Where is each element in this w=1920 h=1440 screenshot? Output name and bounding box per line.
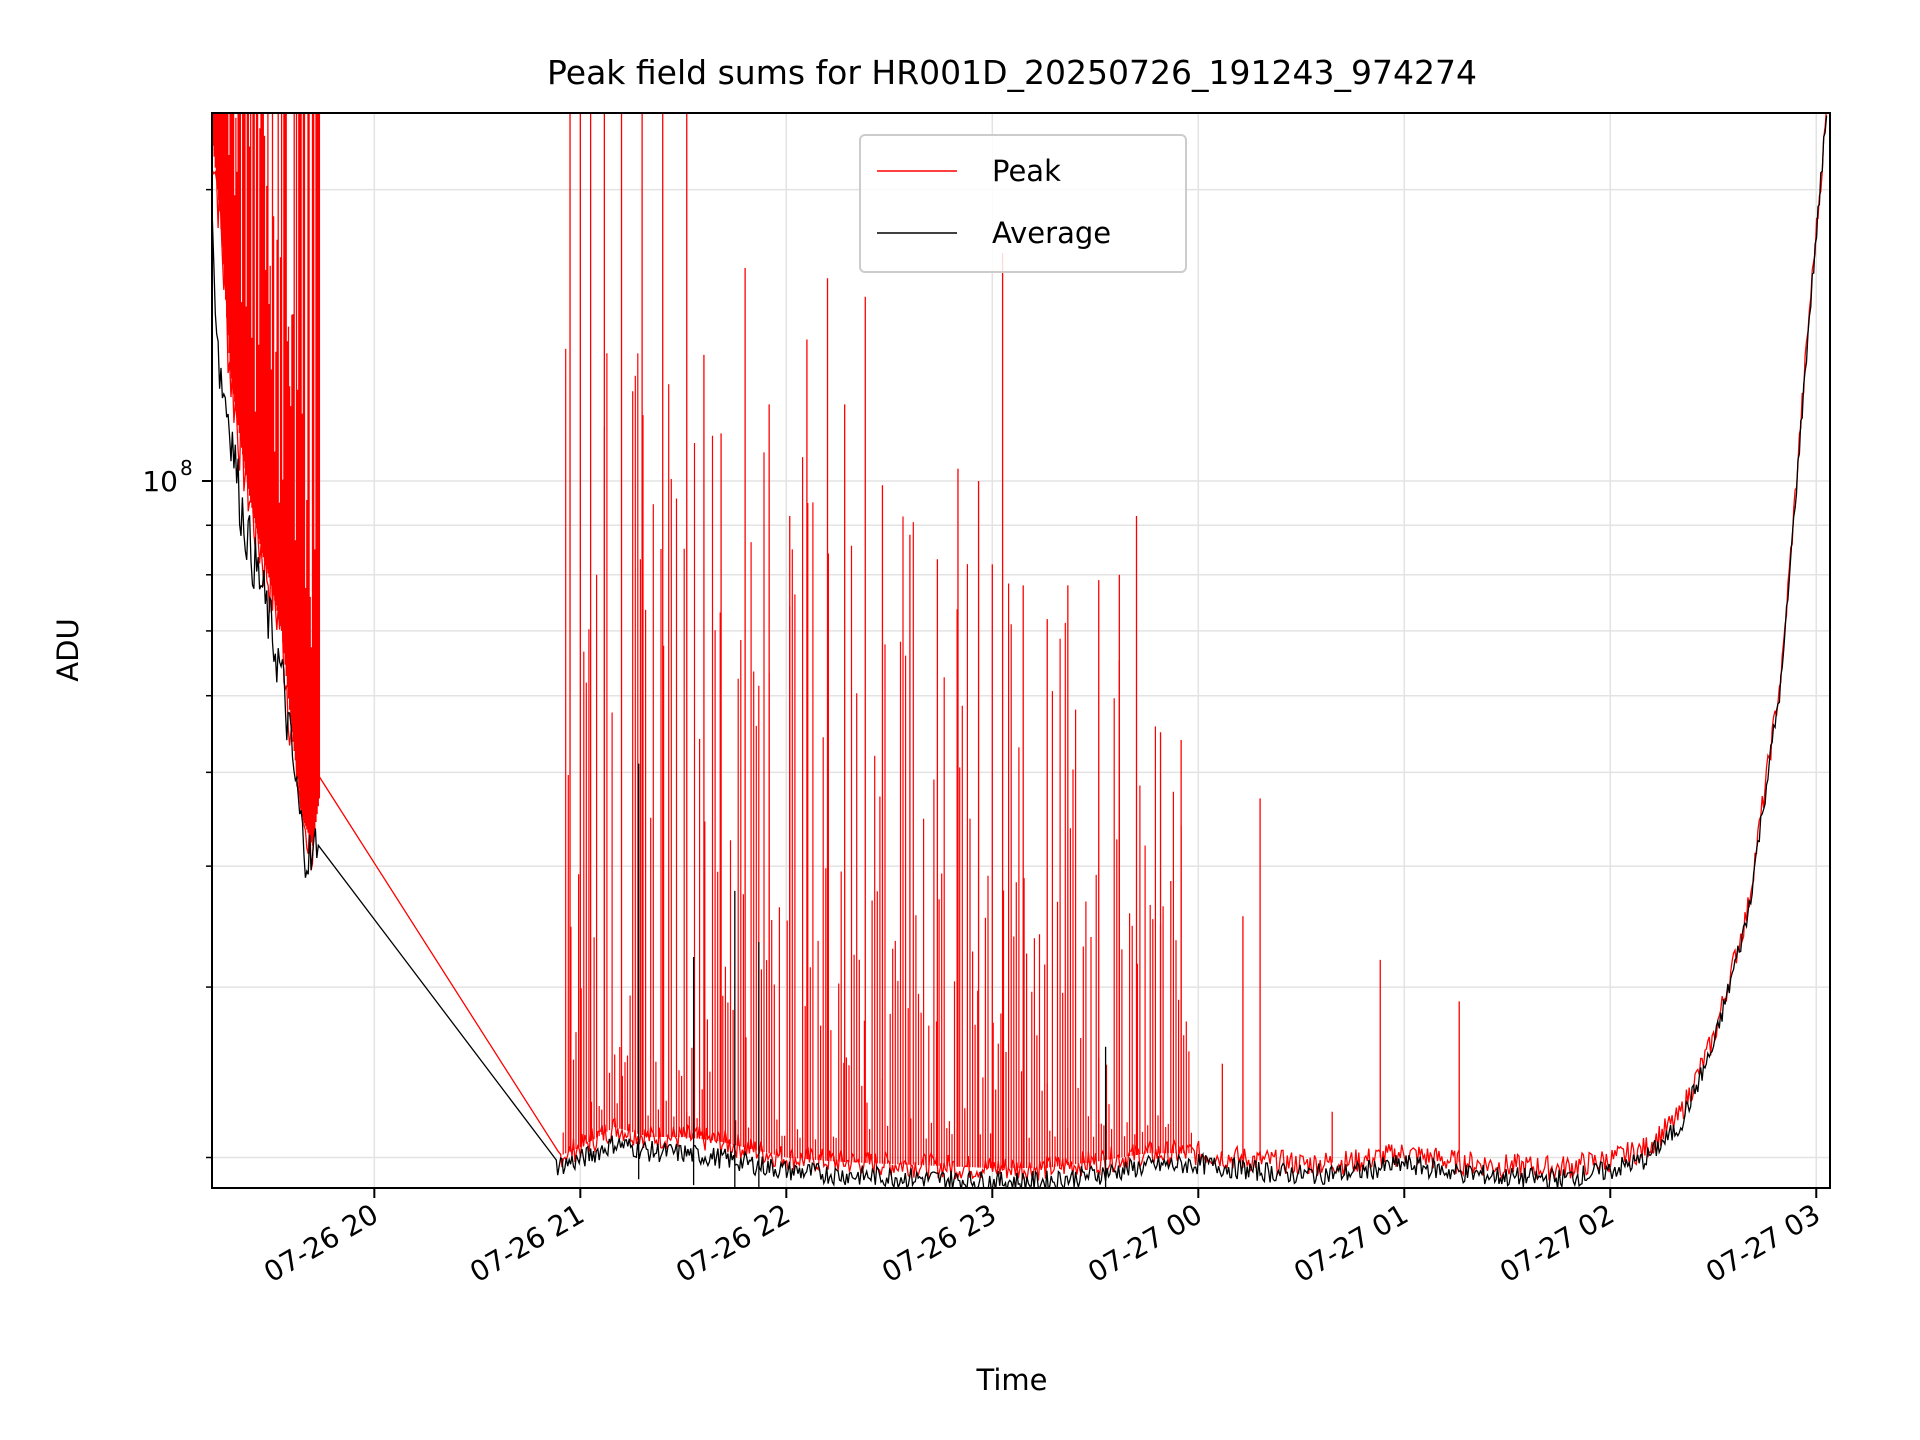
legend-label-average: Average <box>992 216 1111 250</box>
series-average-line <box>212 115 1828 1188</box>
plot-area <box>212 113 1828 1188</box>
chart-title: Peak field sums for HR001D_20250726_1912… <box>547 53 1477 92</box>
series-peak-spikes-dense <box>562 348 1192 1169</box>
series-peak-early-band <box>212 113 321 846</box>
x-axis-label: Time <box>976 1363 1048 1397</box>
y-tick-label-exponent: 8 <box>180 456 193 480</box>
legend-box <box>859 134 1187 273</box>
y-tick-label: 10 <box>142 465 178 498</box>
y-axis-label: ADU <box>51 618 85 681</box>
legend: Peak Average <box>859 134 1187 273</box>
axes-frame <box>211 112 1831 1189</box>
grid <box>212 113 1830 1188</box>
legend-label-peak: Peak <box>992 154 1061 188</box>
